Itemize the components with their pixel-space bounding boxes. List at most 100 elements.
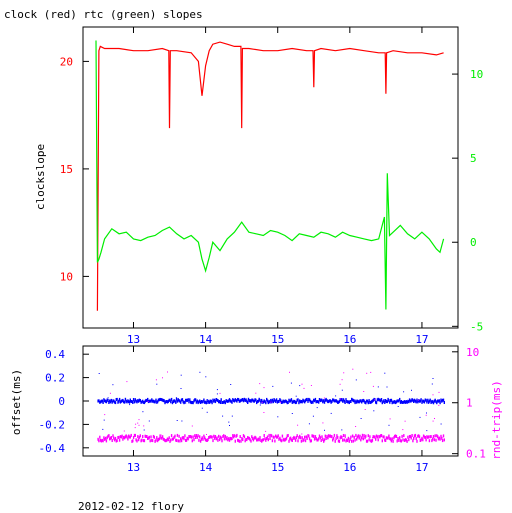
- data-point: [370, 439, 373, 443]
- data-point-outlier: [417, 399, 419, 401]
- data-point: [109, 436, 112, 440]
- data-point: [113, 399, 115, 403]
- data-point: [419, 399, 421, 403]
- data-point: [151, 399, 154, 403]
- data-point: [209, 435, 212, 439]
- data-point: [336, 434, 338, 438]
- data-point: [202, 437, 204, 441]
- data-point: [394, 400, 396, 404]
- data-point: [342, 399, 344, 403]
- data-point: [432, 437, 434, 441]
- data-point: [297, 439, 299, 443]
- series-offset: [97, 371, 445, 432]
- data-point-outlier: [147, 401, 149, 402]
- data-point: [413, 400, 415, 403]
- data-point-outlier: [389, 418, 391, 420]
- data-point: [416, 398, 418, 402]
- data-point: [389, 437, 391, 441]
- data-point: [113, 436, 115, 440]
- data-point: [165, 400, 167, 404]
- data-point: [232, 398, 235, 402]
- data-point: [329, 399, 331, 403]
- data-point: [311, 434, 313, 438]
- data-point: [245, 437, 247, 441]
- series-rnd-trip: [97, 368, 445, 443]
- data-point: [439, 401, 441, 405]
- y2-tick-label: 10: [470, 68, 483, 81]
- data-point: [432, 435, 435, 438]
- data-point: [346, 439, 349, 442]
- data-point: [200, 437, 203, 441]
- x-tick-label: 14: [199, 461, 213, 474]
- data-point: [274, 399, 276, 403]
- data-point: [409, 434, 412, 438]
- data-point: [354, 438, 356, 442]
- data-point: [389, 400, 391, 404]
- data-point: [249, 399, 251, 402]
- data-point: [308, 398, 311, 402]
- data-point: [201, 400, 203, 404]
- data-point: [441, 399, 443, 403]
- data-point: [281, 434, 284, 438]
- data-point: [110, 398, 112, 402]
- data-point: [262, 438, 265, 442]
- data-point: [133, 433, 136, 437]
- data-point-outlier: [176, 420, 178, 421]
- data-point: [294, 399, 296, 403]
- data-point: [375, 434, 378, 438]
- data-point: [128, 435, 131, 439]
- data-point: [229, 436, 231, 440]
- data-point: [207, 438, 209, 442]
- data-point: [251, 435, 253, 439]
- data-point: [137, 438, 140, 442]
- data-point: [157, 438, 160, 441]
- data-point: [260, 400, 262, 404]
- data-point: [194, 398, 197, 402]
- data-point: [423, 400, 426, 404]
- data-point: [196, 399, 198, 403]
- data-point: [308, 437, 311, 441]
- data-point: [309, 399, 312, 403]
- data-point: [255, 436, 257, 440]
- data-point: [351, 398, 354, 402]
- data-point: [180, 439, 183, 443]
- data-point: [439, 437, 441, 441]
- data-point: [148, 435, 150, 439]
- data-point: [258, 397, 260, 401]
- data-point: [303, 438, 305, 442]
- data-point: [289, 437, 291, 441]
- data-point-outlier: [425, 414, 427, 416]
- data-point: [122, 437, 124, 441]
- data-point: [237, 397, 239, 401]
- data-point: [301, 400, 303, 404]
- data-point: [283, 400, 285, 404]
- data-point: [366, 439, 369, 443]
- data-point: [113, 438, 116, 442]
- data-point: [406, 400, 408, 404]
- data-point: [133, 400, 136, 404]
- data-point: [231, 437, 233, 440]
- data-point-outlier: [265, 430, 267, 432]
- data-point: [135, 438, 137, 442]
- x-tick-label: 13: [127, 461, 140, 474]
- data-point: [141, 400, 143, 404]
- data-point-outlier: [431, 383, 433, 385]
- data-point: [285, 399, 287, 403]
- data-point: [149, 399, 151, 403]
- data-point: [114, 436, 117, 440]
- data-point: [247, 436, 249, 440]
- data-point: [223, 437, 226, 441]
- data-point: [350, 400, 352, 403]
- data-point: [111, 400, 113, 404]
- data-point: [323, 400, 326, 404]
- data-point: [299, 400, 302, 404]
- data-point: [440, 434, 442, 438]
- x-tick-label: 14: [199, 333, 213, 346]
- data-point: [289, 399, 291, 403]
- data-point: [361, 399, 364, 403]
- data-point: [372, 398, 374, 402]
- data-point: [269, 400, 271, 404]
- data-point: [147, 397, 149, 401]
- x-tick-label: 17: [415, 461, 428, 474]
- data-point: [273, 398, 275, 402]
